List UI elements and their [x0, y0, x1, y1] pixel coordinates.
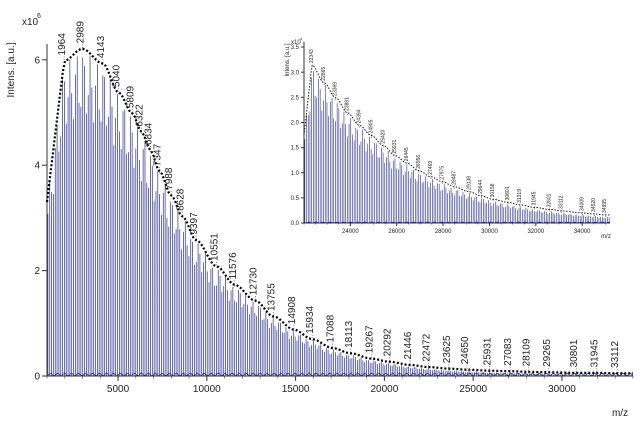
main-peak-label: 4143 — [96, 35, 107, 58]
main-y-multiplier-exponent: 6 — [37, 13, 41, 20]
main-peak-label: 28109 — [521, 338, 532, 366]
inset-peak-label: 34995 — [602, 199, 608, 213]
inset-x-tick-label: 32000 — [527, 229, 544, 235]
inset-peak-label: 32601 — [547, 193, 553, 207]
inset-y-tick-label: 1.5 — [291, 146, 300, 152]
inset-peak-label: 33112 — [559, 195, 565, 209]
inset-peak-label: 31319 — [517, 189, 523, 203]
main-y-tick-label: 4 — [34, 161, 40, 172]
main-y-tick-label: 0 — [34, 372, 40, 383]
inset-peak-label: 25420 — [380, 129, 386, 143]
inset-peak-label: 28487 — [451, 171, 457, 185]
main-x-tick-label: 25000 — [459, 384, 487, 395]
main-peak-label: 6322 — [135, 104, 146, 127]
inset-peak-label: 27975 — [440, 166, 446, 180]
main-peak-label: 18113 — [344, 320, 355, 348]
inset-peak-label: 24905 — [368, 119, 374, 133]
inset-peak-label: 31945 — [532, 191, 538, 205]
inset-y-axis-label: Intens. [a.u.] — [285, 43, 291, 76]
inset-peak-label: 34009 — [579, 197, 585, 211]
inset-x-tick-label: 24000 — [342, 229, 359, 235]
main-chart: Intens. [a.u.] x10 6 m/z 5000 10000 15000 2… — [6, 13, 634, 419]
main-peak-label: 15934 — [305, 305, 316, 333]
main-peak-label: 33112 — [610, 340, 621, 368]
main-peak-label: 23625 — [442, 335, 453, 363]
inset-x-tick-label: 34000 — [574, 229, 591, 235]
main-baseline — [46, 372, 634, 377]
inset-x-tick-label: 30000 — [481, 229, 498, 235]
inset-x-axis-label: m/z — [601, 234, 611, 240]
inset-y-tick-label: 0.0 — [291, 221, 300, 227]
main-peak-label: 20292 — [383, 328, 394, 356]
inset-peak-label: 27469 — [428, 161, 434, 175]
inset-peak-label: 26956 — [416, 155, 422, 169]
main-x-tick-label: 30000 — [548, 384, 576, 395]
inset-peak-label: 26445 — [404, 147, 410, 161]
main-x-axis-label: m/z — [612, 408, 628, 419]
inset-peak-label: 29138 — [466, 176, 472, 190]
main-peak-label: 7347 — [153, 143, 164, 166]
main-x-tick-label: 5000 — [107, 384, 130, 395]
main-peak-label: 14908 — [287, 296, 298, 324]
main-peak-label: 29265 — [542, 339, 553, 367]
main-y-tick-label: 2 — [34, 266, 40, 277]
main-peak-label: 5040 — [112, 64, 123, 87]
main-peak-label: 22472 — [421, 333, 432, 361]
inset-y-tick-label: 1.0 — [291, 171, 300, 177]
inset-peak-label: 25931 — [392, 140, 398, 154]
main-y-tick-label: 6 — [34, 55, 40, 66]
inset-peak-label: 23369 — [333, 82, 339, 96]
main-peak-label: 6834 — [144, 122, 155, 145]
main-peak-label: 21446 — [403, 331, 414, 359]
main-peak-label: 2989 — [75, 21, 86, 44]
inset-peak-label: 30801 — [505, 186, 511, 200]
main-peak-label: 19267 — [364, 325, 375, 353]
main-peak-label: 12730 — [248, 267, 259, 295]
inset-chart: Intens. [a.u.] x10 4 m/z 24000 26000 28000… — [285, 36, 611, 240]
inset-peak-label: 22865 — [321, 67, 327, 81]
inset-y-tick-label: 2.5 — [291, 95, 300, 101]
main-peak-label: 27083 — [503, 338, 514, 366]
main-peak-label: 24650 — [460, 336, 471, 364]
inset-y-multiplier: x10 — [291, 40, 301, 46]
inset-y-tick-label: 3.0 — [291, 70, 300, 76]
inset-baseline — [303, 221, 611, 224]
main-peak-label: 7988 — [164, 167, 175, 190]
main-peak-label: 30801 — [569, 339, 580, 367]
main-peak-label: 25931 — [483, 337, 494, 365]
main-y-multiplier: x10 — [22, 17, 39, 28]
inset-peak-label: 24394 — [356, 109, 362, 123]
main-x-tick-label: 15000 — [282, 384, 310, 395]
main-peak-label: 1964 — [57, 33, 68, 56]
inset-y-multiplier-exponent: 4 — [300, 36, 303, 41]
main-peak-label: 17088 — [326, 314, 337, 342]
inset-spectrum-lines — [304, 70, 610, 223]
inset-peak-label: 22343 — [309, 49, 315, 63]
main-envelope — [45, 47, 633, 375]
main-peak-label: 10551 — [210, 233, 221, 261]
inset-peak-label: 30158 — [490, 183, 496, 197]
main-peak-label: 5809 — [125, 85, 136, 108]
inset-peak-label: 23881 — [345, 97, 351, 111]
inset-x-tick-label: 28000 — [435, 229, 452, 235]
main-peak-label: 11576 — [228, 252, 239, 280]
main-peak-label: 13755 — [266, 283, 277, 311]
inset-y-tick-label: 0.5 — [291, 196, 300, 202]
inset-envelope — [303, 64, 610, 216]
main-x-tick-label: 10000 — [193, 384, 221, 395]
inset-peak-label: 29644 — [478, 180, 484, 194]
inset-x-tick-label: 26000 — [388, 229, 405, 235]
inset-peak-label: 34520 — [591, 198, 597, 212]
main-x-tick-label: 20000 — [370, 384, 398, 395]
main-y-axis-label: Intens. [a.u.] — [6, 42, 17, 97]
inset-y-tick-label: 3.5 — [291, 45, 300, 51]
main-peak-label: 9397 — [189, 212, 200, 235]
main-peak-label: 8628 — [175, 188, 186, 211]
main-peak-label: 31945 — [590, 339, 601, 367]
inset-y-tick-label: 2.0 — [291, 121, 300, 127]
